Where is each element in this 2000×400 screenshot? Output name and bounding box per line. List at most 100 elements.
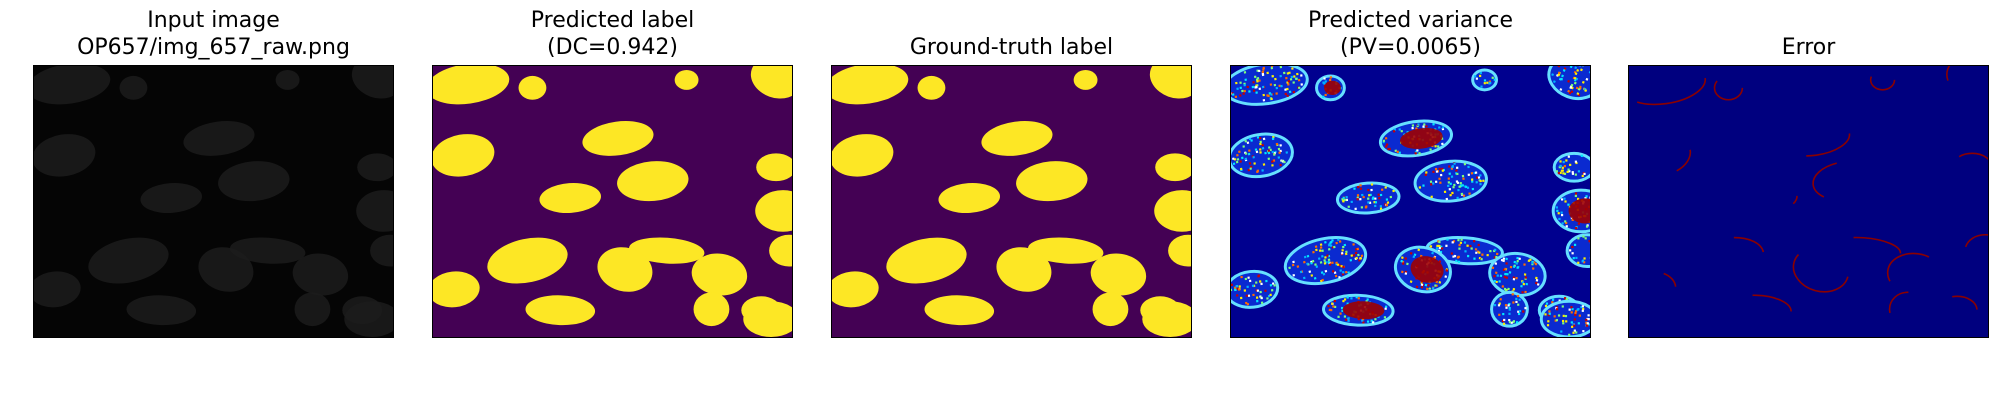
predicted-nucleus — [518, 75, 547, 100]
error-contour — [1629, 270, 1677, 309]
panel-title-predicted: Predicted label (DC=0.942) — [432, 7, 793, 61]
error-contour — [1936, 295, 1978, 325]
variance-texture — [1341, 183, 1395, 210]
predicted-nucleus — [597, 247, 653, 292]
panel-title-variance-line1: Predicted variance — [1308, 8, 1513, 33]
panel-title-ground-truth-line1: Ground-truth label — [909, 35, 1114, 60]
predicted-speck — [546, 199, 551, 203]
error-contour — [1964, 233, 1988, 268]
variance-texture — [1551, 66, 1590, 97]
raw-nucleus — [140, 183, 203, 214]
error-panel — [1628, 65, 1989, 338]
variance-texture — [1491, 256, 1540, 294]
error-contour — [1629, 133, 1692, 178]
image-background — [1231, 66, 1590, 337]
image-background — [832, 66, 1191, 337]
variance-texture — [1231, 274, 1276, 306]
variance-texture — [1429, 238, 1499, 263]
ground-truth-nucleus — [832, 134, 894, 177]
predicted-nucleus — [433, 271, 480, 308]
raw-nucleus — [126, 295, 197, 326]
ground-truth-speck — [945, 198, 950, 204]
predicted-nucleus — [691, 253, 748, 296]
raw-nucleus — [119, 75, 148, 100]
raw-nucleus — [34, 134, 96, 177]
ground-truth-nucleus — [996, 247, 1052, 292]
raw-nucleus — [370, 234, 393, 267]
image-background — [34, 66, 393, 337]
error-contour — [1824, 236, 1902, 265]
raw-nucleus — [275, 69, 300, 90]
error-contour — [1886, 252, 1944, 297]
variance-high-region — [1324, 80, 1341, 95]
panel-title-predicted-line2: (DC=0.942) — [547, 35, 678, 60]
raw-nucleus — [183, 121, 255, 156]
predicted-nucleus — [433, 66, 510, 105]
ground-truth-nucleus — [1142, 301, 1191, 337]
ground-truth-nucleus — [832, 271, 879, 308]
predicted-nucleus — [750, 66, 792, 99]
predicted-nucleus — [628, 237, 705, 264]
variance-texture — [1288, 238, 1364, 283]
image-background — [433, 66, 792, 337]
ground-truth-nucleus — [886, 237, 967, 284]
panel-title-input: Input image OP657/img_657_raw.png — [33, 7, 394, 61]
panel-title-variance: Predicted variance (PV=0.0065) — [1230, 7, 1591, 61]
panel-title-ground-truth: Ground-truth label — [831, 34, 1192, 61]
predicted-label-image — [433, 66, 792, 337]
error-contour — [1792, 246, 1850, 293]
ground-truth-nucleus — [1027, 237, 1104, 264]
variance-nucleus — [1231, 269, 1280, 309]
error-contour — [1946, 66, 1988, 100]
ground-truth-nucleus — [938, 183, 1001, 214]
predicted-nucleus — [674, 69, 699, 90]
predicted-nucleus — [433, 134, 495, 177]
predicted-label-panel — [432, 65, 793, 338]
variance-texture — [1544, 305, 1590, 336]
variance-high-region — [1410, 256, 1444, 283]
ground-truth-nucleus — [1092, 292, 1129, 327]
ground-truth-nucleus — [1090, 253, 1147, 296]
predicted-nucleus — [525, 295, 596, 326]
ground-truth-image — [832, 66, 1191, 337]
ground-truth-nucleus — [917, 75, 946, 100]
predicted-variance-panel — [1230, 65, 1591, 338]
ground-truth-nucleus — [1016, 161, 1088, 202]
ground-truth-nucleus — [981, 121, 1053, 156]
input-image — [34, 66, 393, 337]
raw-nucleus — [357, 153, 393, 182]
variance-texture — [1231, 66, 1303, 102]
predicted-nucleus — [693, 292, 730, 327]
ground-truth-nucleus — [1073, 69, 1098, 90]
predicted-nucleus — [582, 121, 654, 156]
raw-nucleus — [351, 66, 393, 99]
predicted-nucleus — [755, 190, 792, 232]
error-contour — [1713, 75, 1744, 101]
variance-high-region — [1342, 301, 1385, 320]
error-contour — [1888, 291, 1927, 327]
predicted-nucleus — [617, 161, 689, 202]
error-contour — [1869, 69, 1896, 91]
ground-truth-nucleus — [924, 295, 995, 326]
variance-texture — [1232, 135, 1289, 174]
ground-truth-nucleus — [1168, 234, 1191, 267]
ground-truth-nucleus — [1154, 190, 1191, 232]
predicted-variance-image — [1231, 66, 1590, 337]
panel-title-error-line1: Error — [1781, 35, 1836, 60]
ground-truth-nucleus — [832, 66, 909, 105]
panel-title-variance-line2: (PV=0.0065) — [1340, 35, 1481, 60]
predicted-nucleus — [539, 183, 602, 214]
variance-high-region — [1568, 198, 1590, 224]
raw-nucleus — [344, 301, 393, 337]
raw-nucleus — [356, 190, 393, 232]
predicted-nucleus — [487, 237, 568, 284]
raw-nucleus — [229, 237, 306, 264]
variance-high-region — [1400, 128, 1443, 149]
raw-nucleus — [294, 292, 331, 327]
panel-title-input-line2: OP657/img_657_raw.png — [77, 35, 350, 60]
error-contour — [1812, 160, 1886, 202]
raw-nucleus — [34, 66, 111, 105]
error-contour — [1720, 294, 1792, 326]
error-image — [1629, 66, 1988, 337]
error-contour — [1682, 236, 1765, 285]
